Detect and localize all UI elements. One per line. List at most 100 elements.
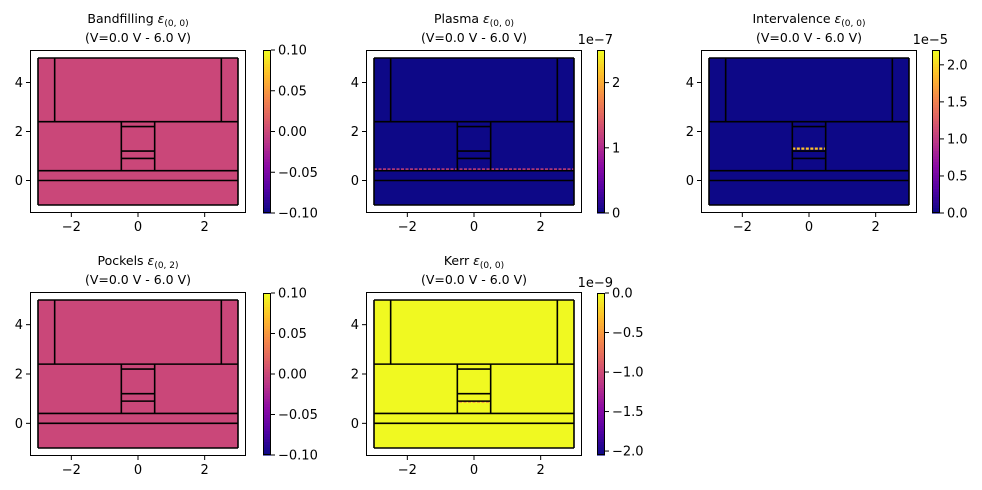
colorbar-segment [263,96,271,100]
x-tick-label: 2 [201,463,209,478]
colorbar-segment [597,85,605,89]
colorbar-segment [597,169,605,173]
chart-subtitle: (V=0.0 V - 6.0 V) [85,272,191,287]
colorbar-segment [263,58,271,62]
colorbar-segment [263,355,271,359]
colorbar-segment [597,411,605,416]
colorbar-segment [597,449,605,453]
y-tick-label: 2 [15,368,23,383]
colorbar-segment [597,379,605,383]
colorbar-segment [597,79,605,84]
colorbar-tick-label: −0.05 [278,408,318,423]
colorbar-segment [932,191,940,195]
colorbar-segment [597,336,605,340]
colorbar-segment [597,107,605,111]
colorbar-segment [263,330,271,335]
colorbar-segment [932,123,940,127]
colorbar-segment [597,306,605,310]
colorbar-segment [932,117,940,122]
colorbar-segment [597,131,605,135]
colorbar-segment [932,145,940,149]
colorbar-segment [932,50,940,54]
colorbar-segment [597,438,605,443]
colorbar-segment [263,177,271,181]
colorbar-segment [597,428,605,432]
colorbar-segment [597,401,605,405]
colorbar-segment [932,153,940,157]
colorbar-segment [932,90,940,95]
colorbar-segment [932,69,940,73]
colorbar-segment [932,82,940,86]
colorbar-segment [263,142,271,146]
colorbar-segment [932,98,940,103]
colorbar-tick-label: 0 [612,207,620,222]
colorbar-segment [597,207,605,211]
colorbar-tick-label: −0.5 [612,326,644,341]
colorbar-segment [597,96,605,100]
y-tick-label: 0 [351,417,359,432]
colorbar-segment [932,183,940,187]
colorbar-segment [932,185,940,190]
colorbar-frame [597,50,605,213]
colorbar-segment [597,409,605,413]
colorbar-segment [932,169,940,173]
colorbar-tick-label: 1.0 [947,132,968,147]
y-tick-label: 2 [686,125,694,140]
chart-title-symbol: ε [483,11,490,26]
colorbar-segment [263,328,271,332]
chart-title-subscript: (0, 2) [154,261,178,271]
colorbar-segment [597,183,605,187]
colorbar-segment [263,207,271,211]
colorbar-segment [597,314,605,318]
colorbar-segment [932,115,940,119]
colorbar-frame [263,293,271,455]
colorbar-segment [597,352,605,356]
colorbar-segment [263,411,271,416]
colorbar-segment [263,414,271,418]
colorbar-segment [597,347,605,351]
chart-title-subscript: (0, 0) [164,19,188,29]
colorbar-segment [263,134,271,138]
colorbar-segment [597,109,605,114]
colorbar-segment [932,85,940,89]
colorbar-segment [932,71,940,76]
colorbar-segment [932,58,940,62]
colorbar-tick-label: 0.00 [278,368,307,383]
chart-subtitle: (V=0.0 V - 6.0 V) [421,30,527,45]
panel-intervalence: −2 0 2 0 2 4 Intervalence ε(0, 0)(V=0.0 V - 6.… [686,11,968,235]
colorbar-segment [263,120,271,124]
colorbar-segment [263,101,271,105]
colorbar-segment [597,384,605,389]
colorbar-tick-label: −1.0 [612,366,644,381]
colorbar-segment [263,387,271,391]
y-tick-label: 4 [351,76,359,91]
colorbar-segment [597,77,605,81]
colorbar-segment [263,422,271,426]
colorbar-segment [263,139,271,143]
colorbar-segment [263,347,271,351]
colorbar-segment [597,382,605,386]
x-tick-label: −2 [398,463,417,478]
chart-title: Plasma ε(0, 0) [434,11,514,29]
y-tick-label: 4 [351,318,359,333]
colorbar-segment [932,112,940,116]
colorbar-segment [263,295,271,299]
colorbar-segment [932,55,940,59]
colorbar-segment [932,101,940,105]
colorbar-segment [932,107,940,111]
colorbar-segment [932,193,940,198]
chart-title-text: Pockels [97,253,147,268]
panel-plasma: −2 0 2 0 2 4 Plasma ε(0, 0)(V=0.0 V - 6.0 V) 0 1… [351,11,621,235]
chart-title-symbol: ε [158,11,165,26]
colorbar-segment [597,172,605,176]
colorbar-segment [263,433,271,437]
colorbar-segment [597,328,605,332]
colorbar-segment [263,293,271,297]
chart-title-symbol: ε [473,253,480,268]
colorbar-segment [597,50,605,54]
colorbar-segment [597,333,605,337]
colorbar-segment [597,325,605,329]
colorbar-segment [932,202,940,206]
colorbar-segment [263,449,271,453]
colorbar-tick-label: 0.05 [278,327,307,342]
